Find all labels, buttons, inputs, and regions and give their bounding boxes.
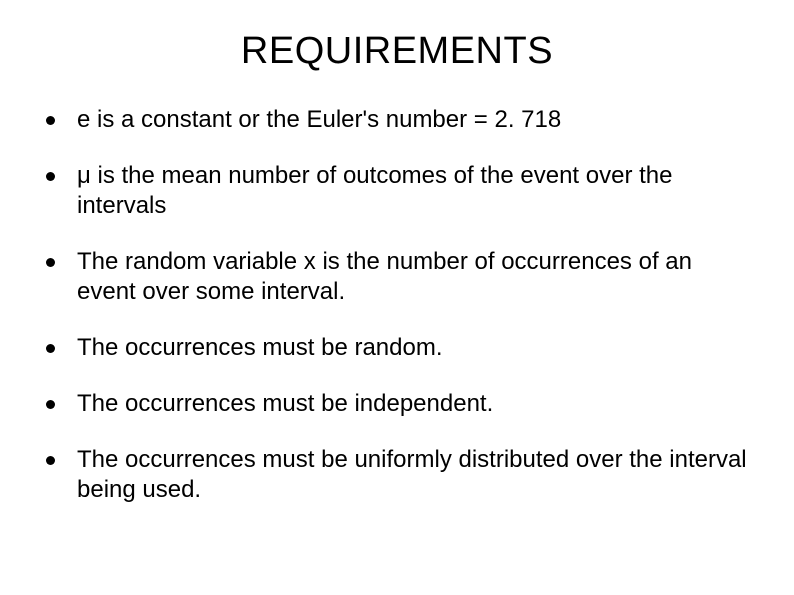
page-title: REQUIREMENTS (40, 30, 754, 73)
list-item: The occurrences must be uniformly distri… (40, 445, 754, 505)
list-item-text: The occurrences must be uniformly distri… (77, 445, 754, 505)
list-item: μ is the mean number of outcomes of the … (40, 161, 754, 221)
list-item-text: e is a constant or the Euler's number = … (77, 105, 754, 135)
list-item: The occurrences must be independent. (40, 389, 754, 419)
bullet-list: e is a constant or the Euler's number = … (40, 105, 754, 505)
list-item: e is a constant or the Euler's number = … (40, 105, 754, 135)
bullet-icon (46, 456, 55, 465)
list-item-text: The occurrences must be random. (77, 333, 754, 363)
bullet-icon (46, 172, 55, 181)
bullet-icon (46, 400, 55, 409)
list-item-text: The occurrences must be independent. (77, 389, 754, 419)
list-item: The random variable x is the number of o… (40, 247, 754, 307)
list-item-text: The random variable x is the number of o… (77, 247, 754, 307)
list-item: The occurrences must be random. (40, 333, 754, 363)
bullet-icon (46, 258, 55, 267)
list-item-text: μ is the mean number of outcomes of the … (77, 161, 754, 221)
bullet-icon (46, 344, 55, 353)
bullet-icon (46, 116, 55, 125)
